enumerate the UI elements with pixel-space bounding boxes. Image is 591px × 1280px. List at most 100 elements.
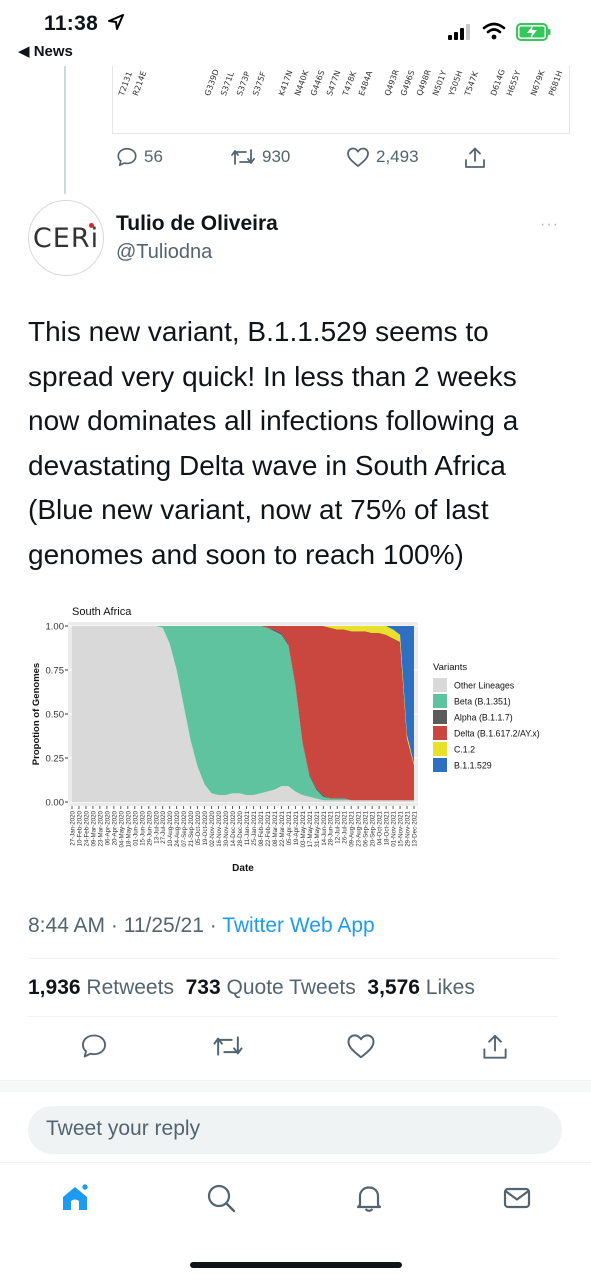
likes-label: Likes [425,976,475,999]
x-tick-label: 23-Aug-2021 [356,810,363,846]
y-tick-label: 0.50 [46,710,65,721]
prev-chart-tick-label: Q493R [383,68,401,98]
x-tick-label: 14-Dec-2020 [230,810,237,846]
previous-tweet-actions: 56 930 2,493 [0,146,591,174]
tweet-timestamp: 8:44 AM · 11/25/21 · [28,914,223,937]
cellular-signal-icon [448,24,470,40]
prev-retweet-button[interactable]: 930 [230,146,290,168]
bottom-tab-bar [0,1162,591,1242]
prev-chart-tick-label: S375F [251,70,268,98]
legend-label: Beta (B.1.351) [454,697,511,707]
prev-chart-tick-label: H655Y [505,69,523,98]
x-tick-label: 10-Aug-2020 [167,810,174,846]
y-tick-label: 0.25 [46,754,65,765]
prev-chart-tick-label: S373P [235,70,253,98]
more-options-icon[interactable]: ··· [540,216,559,233]
share-icon[interactable] [482,1032,508,1062]
x-tick-label: 20-Apr-2020 [111,810,118,845]
author-name[interactable]: Tulio de Oliveira [116,212,278,235]
x-tick-label: 24-Aug-2020 [174,810,181,846]
x-tick-label: 02-Nov-2020 [209,810,216,846]
prev-like-button[interactable]: 2,493 [346,146,419,168]
chart-title: South Africa [72,606,132,618]
x-tick-label: 04-May-2020 [118,810,125,847]
reply-icon[interactable] [80,1032,108,1060]
section-divider [0,1080,591,1092]
legend-label: C.1.2 [454,745,475,755]
tab-home-icon[interactable] [60,1183,90,1213]
prev-share-button[interactable] [464,146,486,170]
x-tick-label: 15-Nov-2021 [398,810,405,846]
divider [28,1016,558,1017]
prev-reply-button[interactable]: 56 [116,146,163,168]
retweets-stat[interactable]: 1,936 Retweets [28,976,174,999]
wifi-icon [482,22,506,40]
legend-swatch [433,742,447,756]
x-tick-label: 18-Oct-2021 [384,810,391,845]
tab-messages-icon[interactable] [502,1183,532,1213]
tab-search-icon[interactable] [206,1183,236,1213]
x-tick-label: 24-Feb-2020 [83,810,90,846]
prev-chart-tick-label: E484A [357,69,375,98]
x-tick-label: 28-Jun-2021 [328,810,335,845]
retweet-icon[interactable] [212,1032,244,1060]
prev-chart-tick-label: G496S [399,69,417,98]
legend-swatch [433,694,447,708]
likes-stat[interactable]: 3,576 Likes [367,976,474,999]
heart-icon[interactable] [346,1032,376,1060]
back-to-app-link[interactable]: ◀ News [18,43,73,60]
area-series [72,626,414,801]
author-handle[interactable]: @Tuliodna [116,241,213,263]
tweet-source-link[interactable]: Twitter Web App [222,914,375,937]
author-avatar[interactable]: CERi [28,200,104,276]
tweet-actions [0,1032,591,1068]
x-tick-label: 08-Mar-2021 [272,810,279,846]
tweet-line: This new variant, B.1.1.529 seems to [28,316,489,347]
x-axis-label: Date [232,863,254,874]
x-tick-label: 17-May-2021 [307,810,314,847]
legend-title: Variants [433,662,467,673]
retweet-icon [231,149,255,165]
legend-label: Alpha (B.1.1.7) [454,713,513,723]
retweets-label: Retweets [86,976,174,999]
status-time: 11:38 [44,12,99,35]
prev-chart-tick-label: N679K [529,69,547,98]
share-icon [465,147,485,168]
legend-label: Other Lineages [454,681,515,691]
prev-chart-tick-label: G446S [309,69,327,98]
prev-chart-tick-label: T478K [341,70,359,98]
prev-chart-tick-label: N440K [293,69,311,98]
x-tick-label: 25-Jan-2021 [251,810,258,845]
previous-tweet-image[interactable]: T2131 R214E G339D S371L S373P S375F K417N N440K… [112,66,570,134]
x-tick-label: 05-Apr-2021 [286,810,293,845]
tab-notifications-icon[interactable] [354,1183,384,1213]
battery-charging-icon [516,23,551,41]
x-tick-label: 31-May-2021 [314,810,321,847]
x-tick-label: 28-Dec-2020 [237,810,244,846]
thread-connector [64,66,66,194]
tweet-stats: 1,936 Retweets 733 Quote Tweets 3,576 Li… [28,976,475,1000]
status-bar: 11:38 ◀ News [0,0,591,66]
x-tick-label: 04-Oct-2021 [377,810,384,845]
prev-chart-tick-label: T547K [463,70,481,98]
legend-swatch [433,710,447,724]
quotes-stat[interactable]: 733 Quote Tweets [186,976,356,999]
reply-input[interactable]: Tweet your reply [28,1106,562,1154]
x-tick-label: 09-Mar-2020 [90,810,97,846]
likes-count: 3,576 [367,976,420,999]
x-tick-label: 16-Nov-2020 [216,810,223,846]
tweet-line: spread very quick! In less than 2 weeks [28,360,517,392]
prev-chart-tick-label: N501Y [431,69,449,98]
x-tick-label: 08-Feb-2021 [258,810,265,846]
location-arrow-icon [108,14,124,30]
prev-chart-tick-label: Y505H [447,69,465,98]
avatar-logo-text: CERi [32,222,100,254]
x-tick-label: 21-Sep-2020 [188,810,195,846]
x-tick-label: 19-Apr-2021 [293,810,300,845]
x-tick-label: 22-Mar-2021 [279,810,286,846]
tweet-image-chart[interactable]: 0.00 0.25 0.50 0.75 1.00 South Africa Propotio… [28,596,542,880]
x-tick-label: 22-Feb-2021 [265,810,272,846]
x-tick-label: 23-Mar-2020 [97,810,104,846]
prev-chart-tick-label: S477N [325,69,343,98]
tweet-line: genomes and soon to reach 100%) [28,538,464,570]
